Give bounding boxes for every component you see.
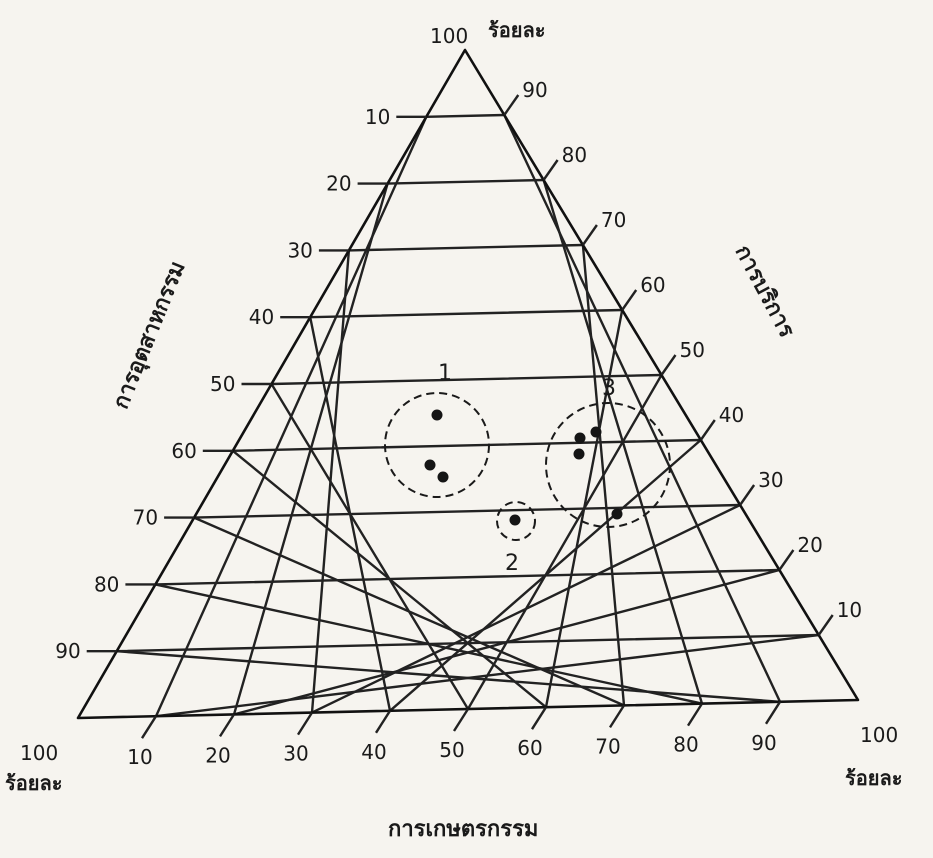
grid-line-horizontal <box>115 633 820 653</box>
grid-line-diagonal-b <box>310 249 351 714</box>
data-point-group-3 <box>611 508 623 520</box>
grid-line-diagonal-a <box>503 113 782 703</box>
bottom-tick-label: 80 <box>673 733 698 757</box>
bottom-tick-mark <box>296 711 314 736</box>
grid-line-horizontal <box>425 113 506 119</box>
top-max-label: 100 <box>430 24 468 48</box>
right-tick-label: 70 <box>601 208 626 232</box>
left-axis-title: การอุตสาหกรรม <box>109 258 192 413</box>
right-tick-mark <box>581 224 598 246</box>
bottom-tick-label: 40 <box>361 740 386 764</box>
data-point-group-3 <box>573 448 585 460</box>
cluster-circle-3 <box>545 402 671 528</box>
left-tick-label: 40 <box>249 305 274 329</box>
right-axis-title: การบริการ <box>730 241 799 342</box>
cluster-circles: 1 2 3 <box>384 361 671 576</box>
bottom-tick-label: 90 <box>751 731 776 755</box>
right-tick-label: 30 <box>758 468 783 492</box>
grid-line-diagonal-a <box>466 373 663 711</box>
grid-line-horizontal <box>309 308 624 319</box>
grid-line-horizontal <box>192 503 742 519</box>
bottom-axis-ticks: 10 20 30 40 50 60 70 80 90 <box>127 701 782 769</box>
left-tick-label: 70 <box>133 506 158 530</box>
data-point-group-3 <box>590 426 602 438</box>
grid-line-diagonal-a <box>581 243 626 707</box>
grid-line-horizontal <box>386 178 545 185</box>
bottom-tick-mark <box>686 702 704 727</box>
right-tick-mark <box>660 354 677 376</box>
bottom-tick-label: 50 <box>439 738 464 762</box>
right-tick-label: 20 <box>797 533 822 557</box>
left-tick-label: 60 <box>171 439 196 463</box>
right-tick-label: 50 <box>680 338 705 362</box>
bottom-tick-mark <box>530 706 548 730</box>
bottom-tick-mark <box>374 710 392 734</box>
right-tick-mark <box>542 159 559 181</box>
left-tick-label: 20 <box>326 172 351 196</box>
right-tick-label: 60 <box>640 273 665 297</box>
bottom-tick-mark <box>764 701 782 725</box>
right-tick-mark <box>503 94 520 116</box>
left-axis-ticks: 10 20 30 40 50 60 70 80 90 <box>55 105 427 663</box>
bottom-tick-label: 60 <box>517 736 542 760</box>
bottom-right-percent-label: ร้อยละ <box>845 766 902 790</box>
grid-line-horizontal <box>154 568 781 586</box>
bottom-tick-label: 20 <box>205 743 230 767</box>
grid-line-horizontal <box>231 438 702 452</box>
left-tick-label: 50 <box>210 372 235 396</box>
grid-line-horizontal <box>347 243 585 252</box>
grid-line-diagonal-a <box>542 178 704 705</box>
cluster-label-2: 2 <box>505 551 519 576</box>
bottom-tick-label: 30 <box>283 742 308 766</box>
data-point-group-1 <box>431 409 443 421</box>
left-tick-label: 30 <box>287 238 312 262</box>
data-point-group-2 <box>509 514 521 526</box>
bottom-tick-mark <box>608 704 626 729</box>
right-tick-mark <box>739 484 756 506</box>
bottom-tick-label: 70 <box>595 734 620 758</box>
cluster-label-1: 1 <box>438 361 452 386</box>
grid-line-diagonal-b <box>270 382 470 711</box>
cluster-circle-1 <box>384 392 490 498</box>
top-percent-label: ร้อยละ <box>488 18 545 42</box>
right-axis-ticks: 90 80 70 60 50 40 30 20 10 <box>503 78 862 636</box>
right-tick-mark <box>699 419 716 441</box>
left-tick-label: 90 <box>55 639 80 663</box>
bottom-tick-mark <box>452 708 470 732</box>
chart-grid <box>115 113 820 718</box>
left-tick-label: 80 <box>94 572 119 596</box>
right-tick-label: 90 <box>522 78 547 102</box>
right-tick-mark <box>817 614 834 636</box>
left-tick-label: 10 <box>365 105 390 129</box>
data-point-group-1 <box>424 459 436 471</box>
cluster-label-3: 3 <box>602 376 616 401</box>
right-tick-label: 80 <box>562 143 587 167</box>
bottom-tick-label: 10 <box>127 745 152 769</box>
bottom-tick-mark <box>140 715 158 739</box>
right-tick-label: 10 <box>837 598 862 622</box>
bottom-axis-title: การเกษตรกรรม <box>388 817 538 842</box>
bottom-right-max-label: 100 <box>860 723 898 747</box>
bottom-left-max-label: 100 <box>20 741 58 765</box>
right-tick-mark <box>778 549 795 571</box>
cluster-circle-2 <box>496 501 536 541</box>
data-point-group-1 <box>437 471 449 483</box>
right-tick-label: 40 <box>719 403 744 427</box>
right-tick-mark <box>621 289 638 311</box>
grid-line-diagonal-b <box>154 115 428 718</box>
data-point-group-3 <box>574 432 586 444</box>
grid-line-horizontal <box>270 373 663 386</box>
data-points <box>424 409 623 526</box>
bottom-tick-mark <box>218 713 236 738</box>
bottom-left-percent-label: ร้อยละ <box>5 771 62 795</box>
grid-line-diagonal-b <box>232 182 389 716</box>
